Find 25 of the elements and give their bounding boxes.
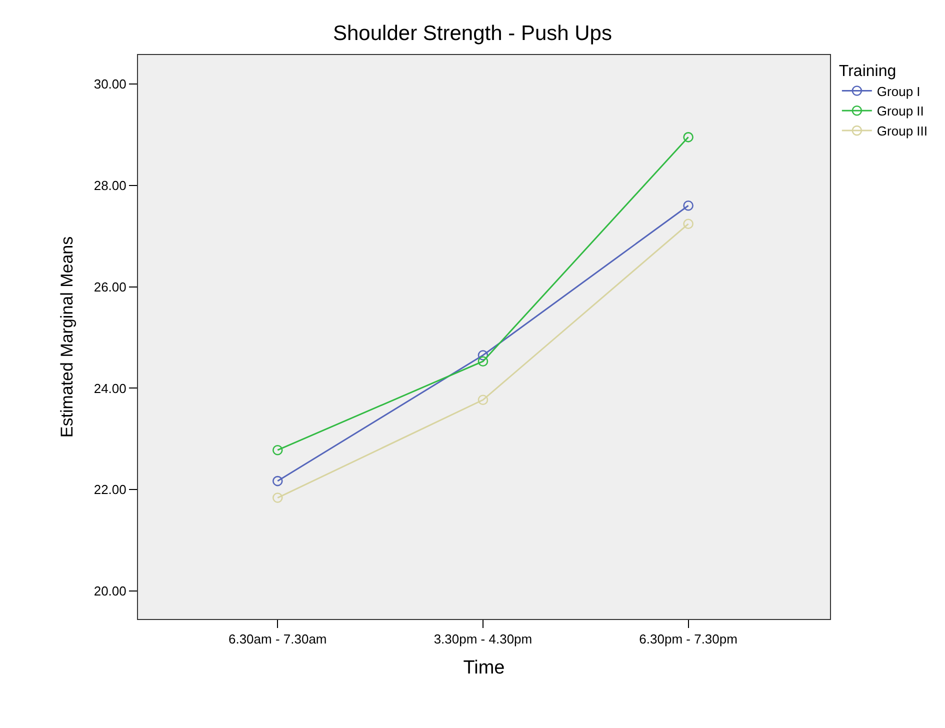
point	[478, 350, 488, 360]
point	[683, 218, 694, 230]
x-tick-label: 6.30am - 7.30am	[228, 632, 327, 647]
legend-label: Group III	[876, 124, 928, 139]
y-axis-title: Estimated Marginal Means	[57, 236, 76, 438]
point	[478, 356, 488, 366]
y-tick-label: 22.00	[94, 482, 126, 498]
point	[272, 492, 283, 503]
x-axis-title: Time	[463, 657, 505, 678]
y-tick-label: 20.00	[94, 584, 126, 599]
chart-title: Shoulder Strength - Push Ups	[333, 22, 612, 46]
y-tick-label: 26.00	[94, 279, 126, 294]
legend-title: Training	[838, 62, 896, 80]
y-tick-label: 24.00	[94, 380, 126, 396]
y-tick-label: 28.00	[94, 178, 126, 193]
point	[272, 476, 283, 486]
y-tick-label: 30.00	[94, 76, 126, 92]
x-tick-label: 3.30pm - 4.30pm	[434, 632, 532, 647]
point	[272, 444, 283, 456]
legend-label: Group I	[876, 84, 920, 99]
x-tick-label: 6.30pm - 7.30pm	[639, 632, 738, 647]
point	[683, 132, 694, 142]
point	[683, 200, 694, 211]
legend-label: Group II	[876, 104, 924, 119]
point	[478, 394, 488, 406]
